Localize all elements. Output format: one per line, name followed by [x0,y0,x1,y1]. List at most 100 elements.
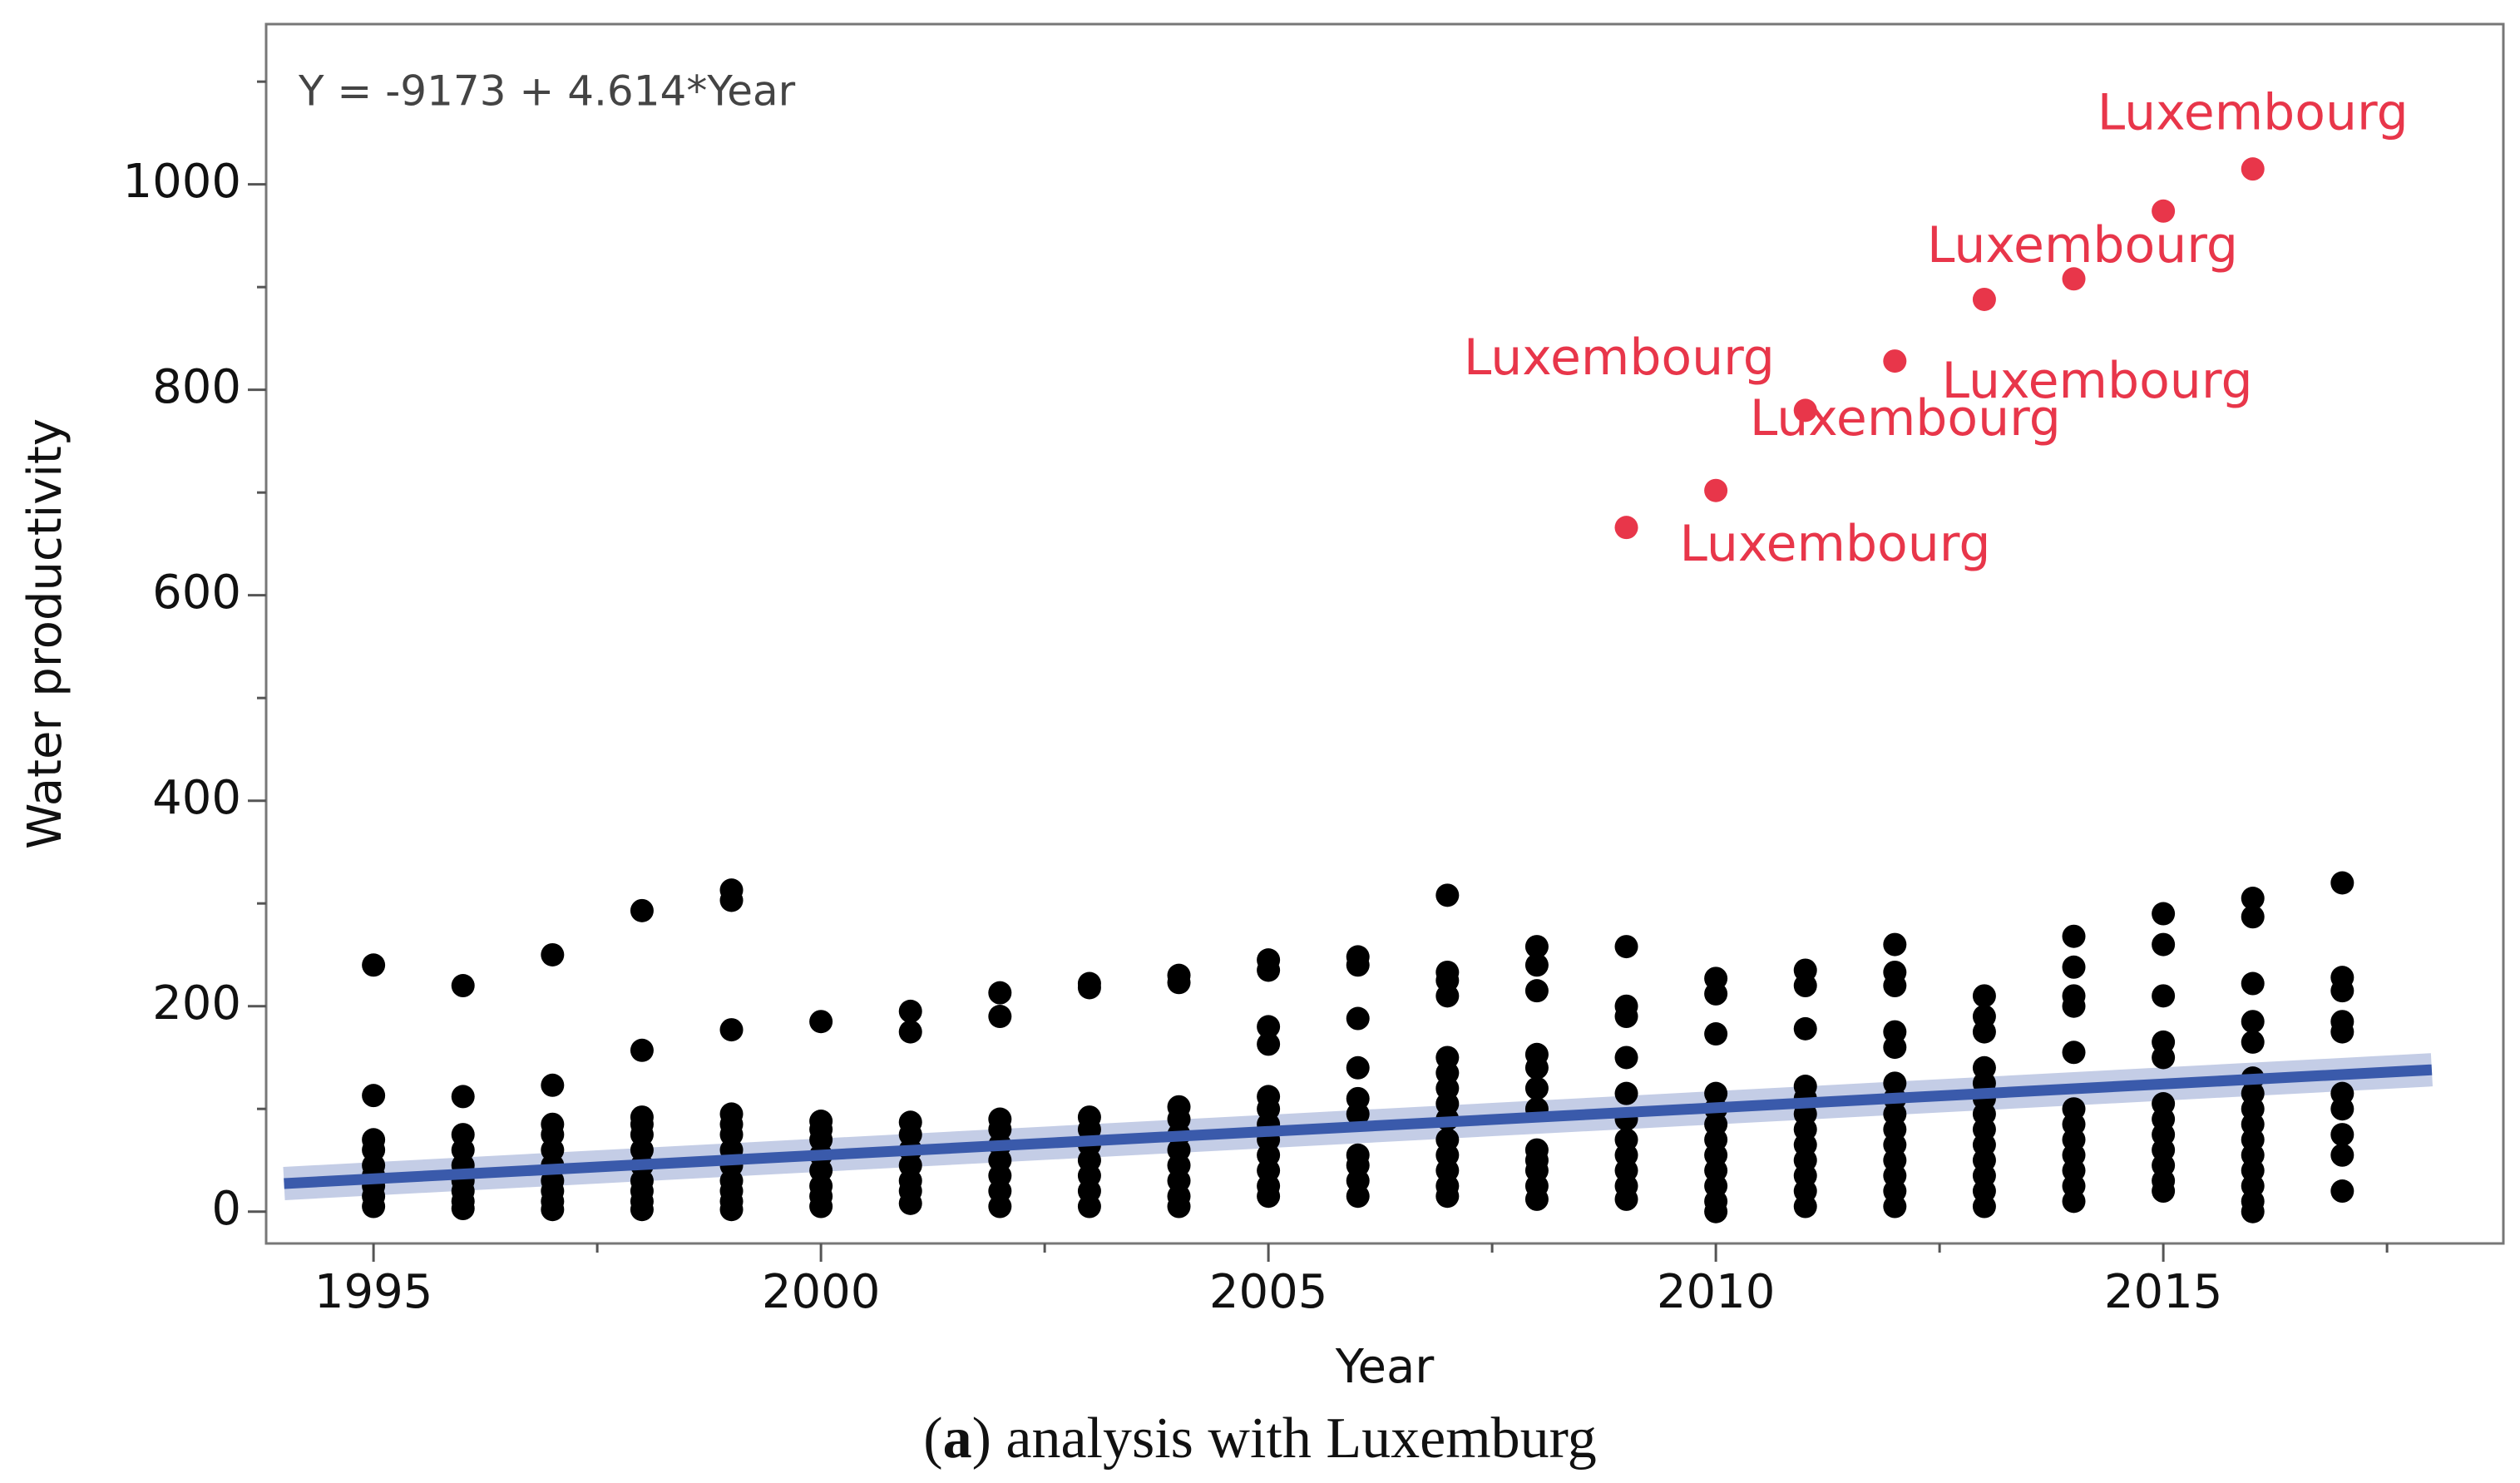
point [451,974,475,998]
y-tick-label: 400 [152,771,241,825]
point [1524,1055,1549,1080]
y-tick-label: 800 [152,360,241,414]
point [898,1191,922,1215]
x-tick-label: 2010 [1657,1265,1776,1319]
caption-part: ( [923,1406,942,1471]
point [1614,516,1638,540]
point [2330,979,2354,1003]
point [2152,984,2176,1008]
x-tick-label: 2000 [762,1265,881,1319]
y-axis-title: Water productivity [18,418,72,849]
point [1704,1199,1728,1223]
point [1435,883,1460,907]
point [1883,974,1907,998]
point [1614,935,1638,959]
point [1524,979,1549,1003]
point [2330,1143,2354,1167]
point [2241,887,2265,911]
point [2062,994,2086,1018]
caption-part: a [943,1406,972,1471]
point [988,1005,1012,1029]
point [2241,1030,2265,1054]
point [2152,932,2176,957]
point-label: Luxembourg [2098,84,2409,142]
point [1972,984,1996,1008]
point [719,1198,744,1222]
point [362,953,386,977]
point [2330,1097,2354,1121]
point [2241,157,2265,181]
point [1793,1016,1817,1041]
point [898,999,922,1023]
point [1257,1032,1281,1056]
y-tick-label: 1000 [122,155,241,209]
point [809,1010,833,1034]
y-tick-label: 600 [152,566,241,620]
point [1077,1194,1101,1219]
point [541,1198,565,1222]
point [1257,1015,1281,1039]
point [2241,905,2265,929]
point [1793,1194,1817,1219]
point [2062,267,2086,291]
point [719,888,744,912]
point-label: Luxembourg [1464,329,1775,387]
caption-part: ) analysis with Luxemburg [972,1406,1597,1471]
point-label: Luxembourg [1680,515,1991,573]
point [1524,953,1549,977]
point [630,1038,654,1062]
point [2241,971,2265,996]
point [1346,1102,1370,1126]
point [1704,1022,1728,1046]
point [898,1020,922,1044]
point [1793,974,1817,998]
point [541,1073,565,1097]
point [809,1194,833,1219]
point [1257,1184,1281,1209]
point [2330,1179,2354,1204]
point [1883,1194,1907,1219]
point [1704,478,1728,502]
point [1614,1187,1638,1211]
point [1346,953,1370,977]
point [1524,935,1549,959]
x-axis-title: Year [1335,1340,1435,1394]
point [2330,871,2354,895]
point [1614,1005,1638,1029]
point [451,1085,475,1109]
point-label: Luxembourg [1927,216,2238,274]
point [1614,1046,1638,1070]
point [1346,1006,1370,1031]
y-tick-label: 0 [211,1182,241,1236]
point [2062,955,2086,979]
x-tick-label: 1995 [314,1265,433,1319]
point [1435,1184,1460,1209]
point [2152,1046,2176,1070]
point [362,1084,386,1108]
point-label: Luxembourg [1942,352,2253,410]
x-tick-label: 2015 [2104,1265,2223,1319]
point [1883,349,1907,373]
point [2062,924,2086,948]
fit-line [284,1064,2433,1189]
point [630,1198,654,1222]
point [2330,1123,2354,1147]
point [451,1197,475,1221]
point [1524,1076,1549,1100]
point [2062,1189,2086,1214]
point [1524,1187,1549,1211]
point [2241,1199,2265,1223]
point [1972,287,1996,311]
point [1346,1055,1370,1080]
point [1077,976,1101,1000]
point [1883,932,1907,957]
equation: Y = -9173 + 4.614*Year [298,67,796,116]
point [988,1194,1012,1219]
point [1435,984,1460,1008]
point [1167,971,1191,995]
point [1793,398,1817,423]
point [2152,199,2176,223]
point [541,942,565,966]
point-label: Luxembourg [1750,389,2061,447]
